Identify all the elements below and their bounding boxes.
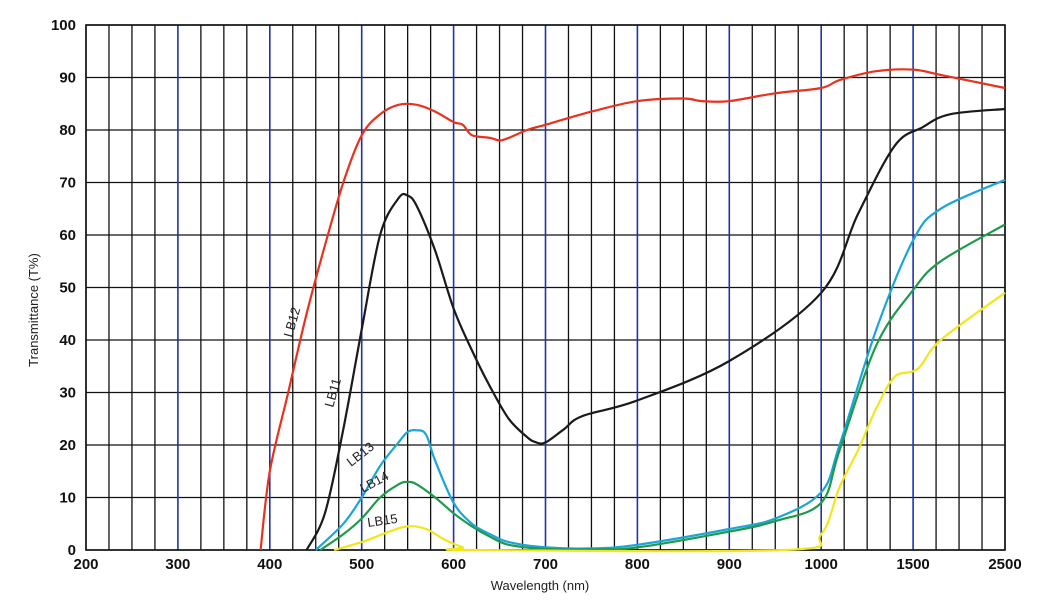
y-tick-label: 90 (59, 70, 76, 87)
curve-label-lb12: LB12 (280, 305, 303, 338)
y-tick-label: 10 (59, 490, 76, 507)
x-tick-label: 1000 (805, 556, 838, 573)
x-tick-label: 700 (533, 556, 558, 573)
y-tick-label: 80 (59, 122, 76, 139)
x-tick-label: 300 (165, 556, 190, 573)
y-tick-label: 20 (59, 437, 76, 454)
y-tick-label: 0 (68, 542, 76, 559)
x-tick-label: 400 (257, 556, 282, 573)
grid (85, 24, 1006, 551)
y-tick-label: 70 (59, 175, 76, 192)
series-line-lb15 (333, 291, 1006, 553)
curve-label-lb15: LB15 (366, 511, 398, 530)
y-axis-title: Transmittance (T%) (26, 253, 41, 367)
series-line-lb13 (315, 178, 1006, 551)
x-tick-label: 200 (73, 556, 98, 573)
series-line-lb12 (259, 68, 1006, 551)
y-tick-label: 50 (59, 280, 76, 297)
curves (259, 68, 1006, 553)
tick-labels: 0 10 20 30 40 50 60 70 80 90 100 200 300 400 500 600 700… (51, 17, 1022, 573)
x-tick-label: 600 (441, 556, 466, 573)
x-tick-label: 2500 (988, 556, 1021, 573)
y-tick-label: 40 (59, 332, 76, 349)
curve-label-lb13: LB13 (344, 439, 377, 470)
y-tick-label: 100 (51, 17, 76, 34)
series-line-lb14 (319, 223, 1006, 551)
y-tick-label: 30 (59, 385, 76, 402)
series-line-lb11 (305, 107, 1006, 551)
y-tick-label: 60 (59, 227, 76, 244)
x-tick-label: 800 (625, 556, 650, 573)
x-tick-label: 500 (349, 556, 374, 573)
x-tick-label: 900 (717, 556, 742, 573)
x-axis-title: Wavelength (nm) (491, 578, 590, 593)
x-tick-label: 1500 (896, 556, 929, 573)
